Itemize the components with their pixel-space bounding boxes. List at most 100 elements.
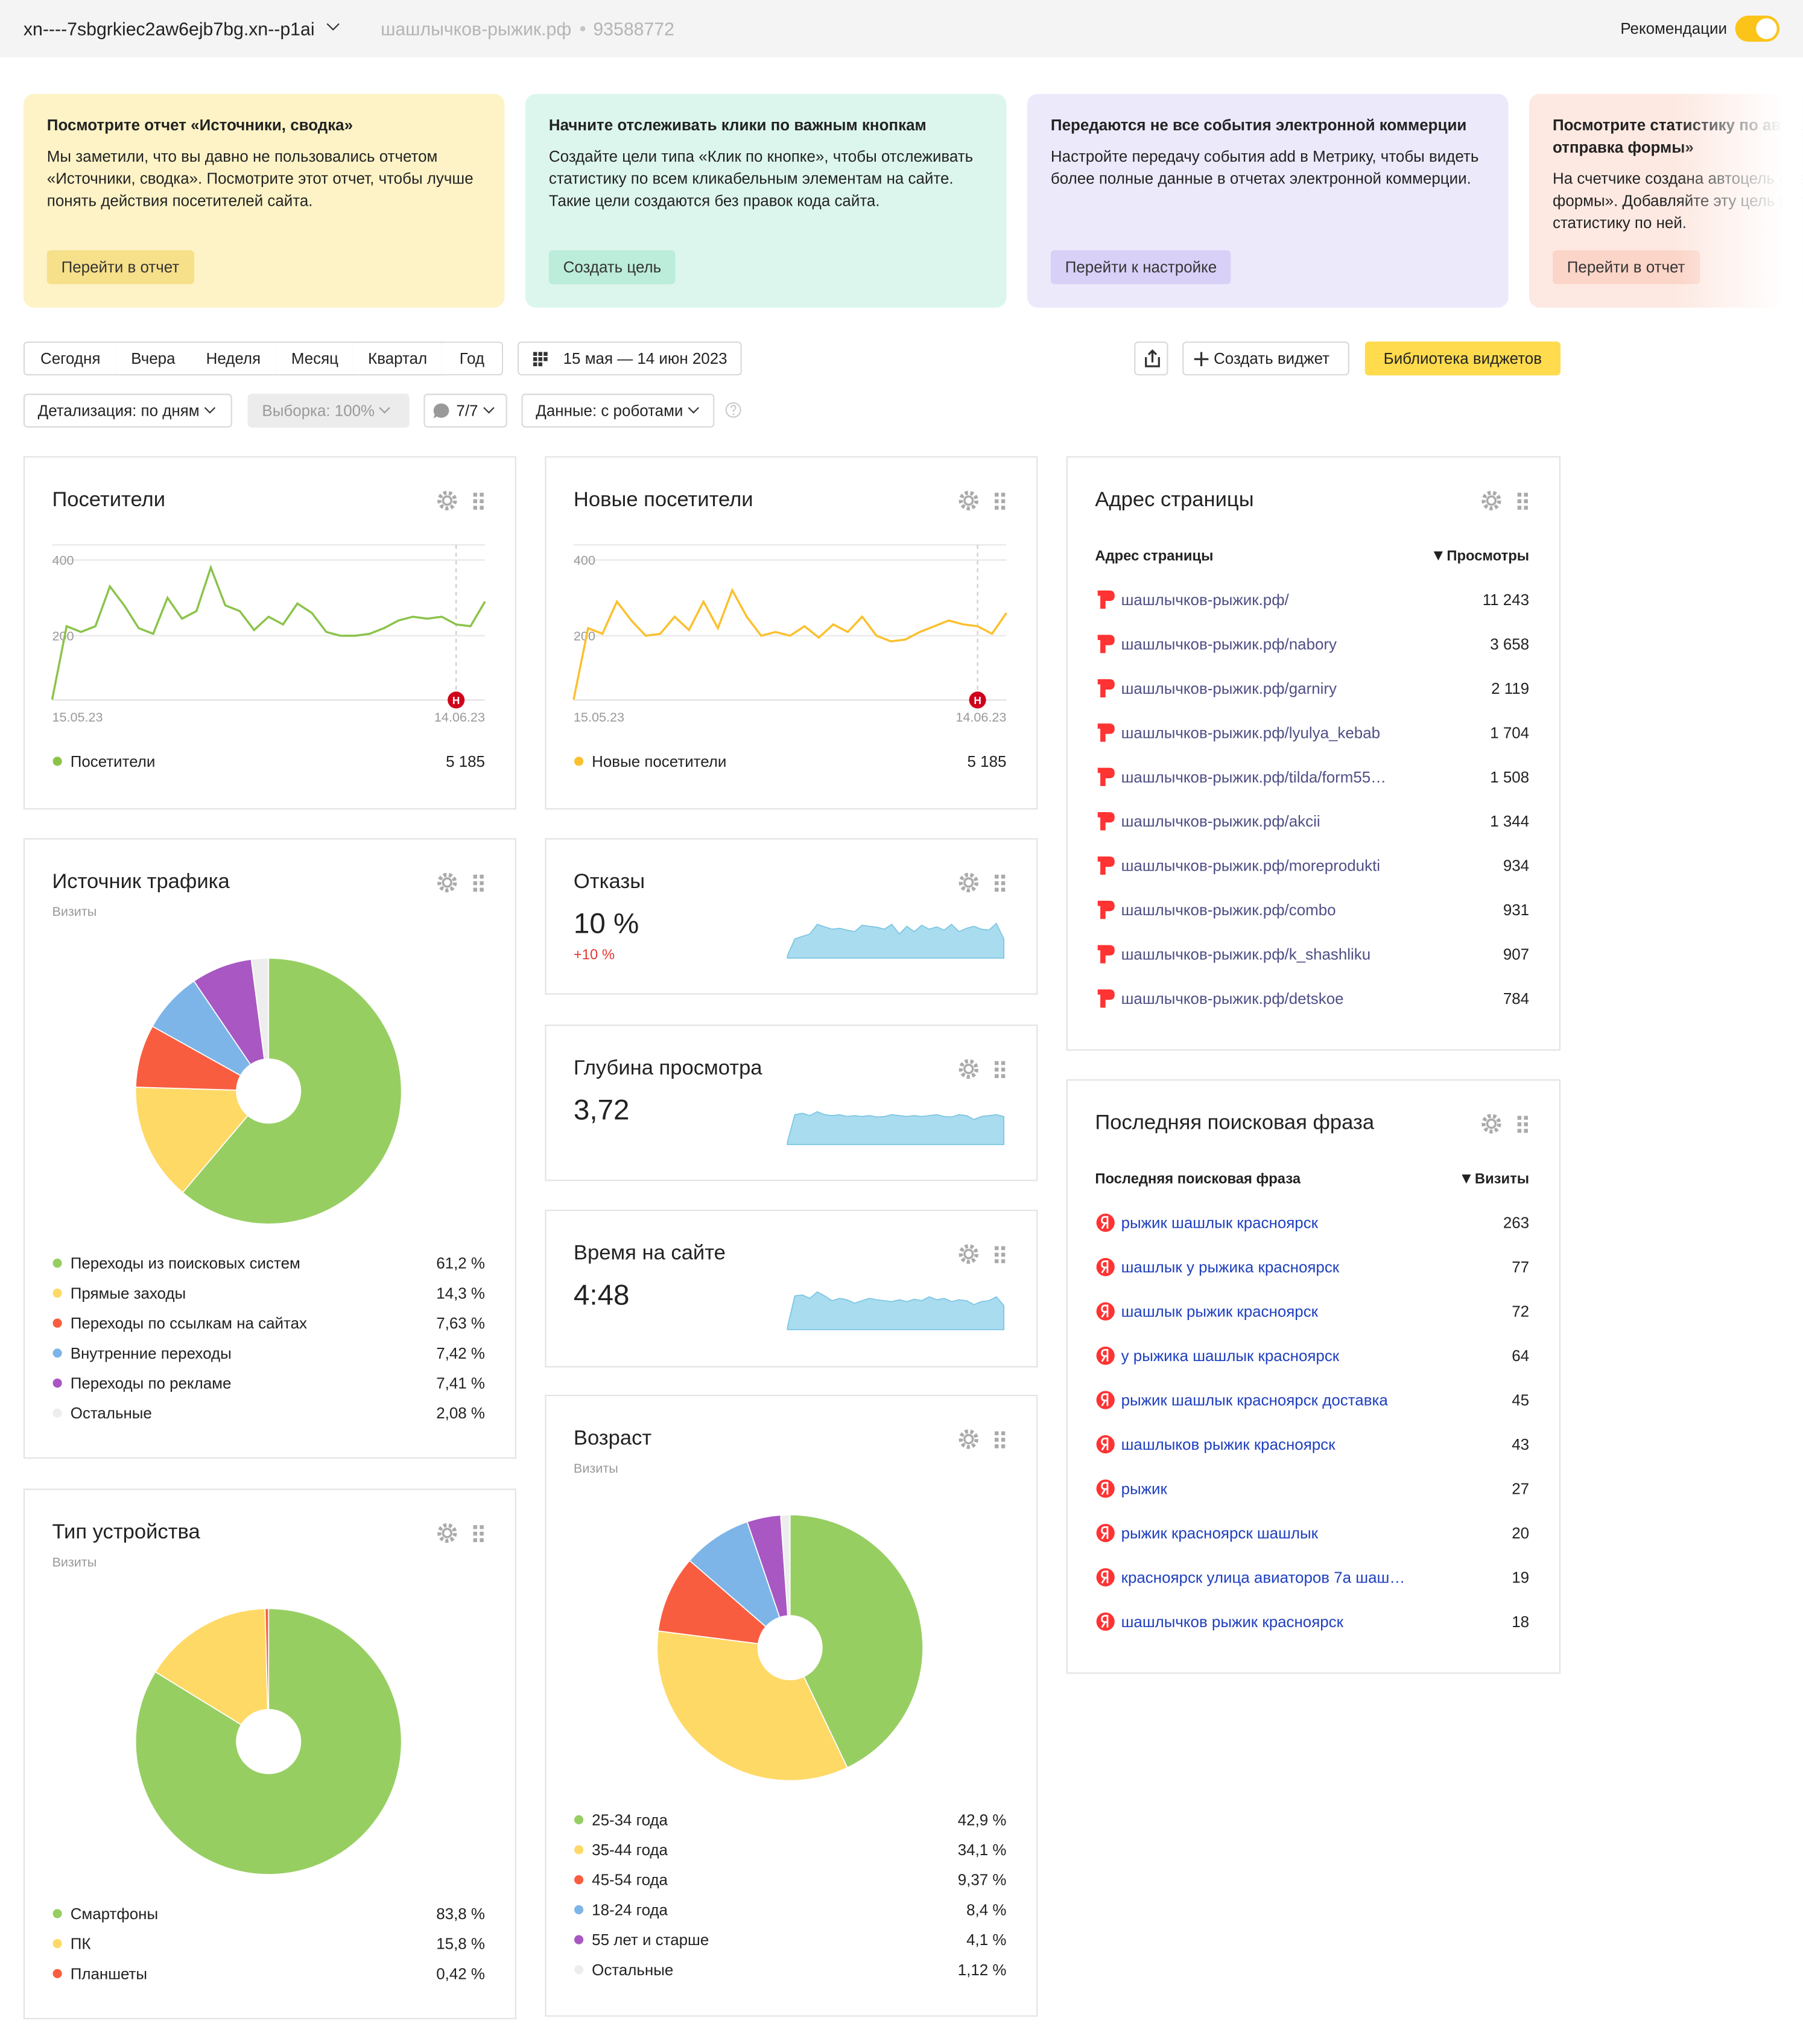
period-button[interactable]: Квартал	[353, 341, 443, 376]
period-button[interactable]: Вчера	[116, 341, 192, 376]
y-tick-label: 400	[574, 553, 595, 568]
legend-label: Прямые заходы	[71, 1285, 186, 1302]
drag-handle-dot[interactable]	[994, 492, 999, 497]
header-bar: xn----7sbgrkiec2aw6ejb7bg.xn--p1ai шашлы…	[0, 0, 1803, 58]
chevron	[483, 402, 494, 414]
drag-handle-dot	[473, 499, 477, 504]
drag-handle-dot	[1001, 506, 1006, 510]
site-chevron[interactable]	[326, 17, 340, 31]
drag-handle-dot[interactable]	[994, 874, 999, 879]
settings-icon[interactable]	[1481, 490, 1501, 510]
row-label[interactable]: шашлычков-рыжик.рф/akcii	[1121, 813, 1320, 830]
row-label[interactable]: шашлычков-рыжик.рф/	[1121, 592, 1290, 609]
banner-button[interactable]: Перейти в отчет	[46, 250, 194, 285]
widget-title: Посетители	[52, 488, 165, 511]
row-label[interactable]: рыжик шашлык красноярск доставка	[1121, 1392, 1389, 1409]
create-widget-button[interactable]: Создать виджет	[1182, 341, 1349, 376]
row-value: 907	[1503, 947, 1529, 963]
legend-label: Внутренние переходы	[71, 1345, 232, 1362]
row-label[interactable]: шашлычков рыжик красноярск	[1121, 1614, 1344, 1631]
sort-indicator[interactable]	[1433, 551, 1443, 561]
page-icon	[1097, 767, 1115, 786]
help-icon[interactable]	[725, 401, 742, 418]
settings-icon[interactable]	[959, 490, 978, 510]
sort-indicator[interactable]	[1462, 1174, 1471, 1184]
row-label[interactable]: шашлыков рыжик красноярск	[1121, 1436, 1336, 1453]
legend-swatch	[574, 1845, 584, 1855]
settings-icon[interactable]	[437, 1523, 457, 1543]
widget: Тип устройства Визиты Смартфоны 83,8 % ПК 15,…	[23, 1488, 516, 2019]
page-icon	[1097, 812, 1115, 831]
library-button[interactable]: Библиотека виджетов	[1364, 341, 1561, 376]
row-label[interactable]: шашлычков-рыжик.рф/detskoe	[1121, 991, 1344, 1008]
banner-button[interactable]: Перейти в отчет	[1552, 250, 1700, 285]
drag-handle-dot	[1001, 887, 1006, 892]
drag-handle-dot	[480, 1525, 484, 1529]
row-label[interactable]: шашлычков-рыжик.рф/tilda/form55…	[1121, 769, 1386, 786]
drag-handle-dot	[1001, 499, 1006, 504]
filter-button[interactable]: Данные: с роботами	[521, 393, 715, 428]
row-label[interactable]: у рыжика шашлык красноярск	[1121, 1348, 1340, 1365]
row-label[interactable]: рыжик шашлык красноярск	[1121, 1215, 1319, 1232]
settings-icon[interactable]	[437, 872, 457, 892]
drag-handle-dot[interactable]	[1517, 1116, 1522, 1120]
pie-hole	[236, 1058, 302, 1124]
legend-value: 61,2 %	[436, 1255, 485, 1272]
drag-handle-dot	[994, 1067, 999, 1072]
row-label[interactable]: шашлычков-рыжик.рф/k_shashliku	[1121, 947, 1371, 963]
row-label[interactable]: рыжик	[1121, 1481, 1168, 1498]
row-label[interactable]: красноярск улица авиаторов 7а шаш…	[1121, 1569, 1405, 1586]
row-label[interactable]: шашлычков-рыжик.рф/lyulya_kebab	[1121, 725, 1380, 741]
x-tick-label: 15.05.23	[574, 709, 624, 725]
widget: Посетители 200 400 Н 15.05.23 14.06.23 Посетит…	[23, 456, 516, 810]
drag-handle-dot[interactable]	[473, 874, 477, 879]
widget-title: Возраст	[574, 1427, 651, 1450]
drag-handle-dot	[994, 499, 999, 504]
row-value: 77	[1512, 1259, 1529, 1276]
banner-button[interactable]: Перейти к настройке	[1050, 250, 1231, 285]
row-label[interactable]: шашлык у рыжика красноярск	[1121, 1259, 1340, 1276]
date-range-button[interactable]: 15 мая — 14 июн 2023	[517, 341, 742, 376]
period-button[interactable]: Неделя	[190, 341, 278, 376]
drag-handle-dot	[473, 881, 477, 886]
drag-handle-dot	[1001, 874, 1006, 879]
drag-handle-dot[interactable]	[473, 1525, 477, 1529]
drag-handle-dot[interactable]	[473, 492, 477, 497]
row-label[interactable]: шашлык рыжик красноярск	[1121, 1304, 1319, 1321]
pie-slice	[250, 957, 270, 1091]
filter-button[interactable]: 7/7	[423, 393, 507, 428]
filter-button[interactable]: Выборка: 100%	[247, 393, 410, 428]
recommendations-label: Рекомендации	[1620, 19, 1727, 38]
legend-swatch	[574, 1875, 584, 1885]
row-label[interactable]: шашлычков-рыжик.рф/combo	[1121, 902, 1336, 919]
filter-button[interactable]: Детализация: по дням	[23, 393, 232, 428]
settings-icon[interactable]	[1481, 1114, 1501, 1134]
period-button[interactable]: Сегодня	[23, 341, 118, 376]
legend-swatch	[52, 757, 62, 766]
period-button[interactable]: Месяц	[276, 341, 355, 376]
row-label[interactable]: шашлычков-рыжик.рф/garniry	[1121, 681, 1337, 697]
period-button[interactable]: Год	[442, 341, 504, 376]
settings-icon[interactable]	[959, 1429, 978, 1449]
settings-icon[interactable]	[959, 872, 978, 892]
drag-handle-dot[interactable]	[994, 1246, 999, 1251]
drag-handle-dot	[1001, 1259, 1006, 1263]
site-name[interactable]: xn----7sbgrkiec2aw6ejb7bg.xn--p1ai	[23, 18, 315, 39]
banner-button[interactable]: Создать цель	[548, 250, 676, 285]
drag-handle-dot	[1001, 1431, 1006, 1435]
recommendations-toggle[interactable]	[1735, 15, 1780, 42]
legend-swatch	[52, 1258, 62, 1268]
row-label[interactable]: рыжик красноярск шашлык	[1121, 1525, 1319, 1542]
drag-handle-dot[interactable]	[994, 1061, 999, 1065]
row-label[interactable]: шашлычков-рыжик.рф/moreprodukti	[1121, 858, 1380, 875]
settings-icon[interactable]	[959, 1059, 978, 1079]
yandex-glyph	[1101, 1260, 1109, 1274]
drag-handle-dot[interactable]	[994, 1431, 999, 1435]
drag-handle-dot[interactable]	[1517, 492, 1522, 497]
settings-icon[interactable]	[959, 1244, 978, 1264]
row-label[interactable]: шашлычков-рыжик.рф/nabory	[1121, 636, 1337, 653]
row-value: 43	[1512, 1436, 1529, 1453]
settings-icon[interactable]	[437, 490, 457, 510]
export-button[interactable]	[1134, 341, 1168, 376]
